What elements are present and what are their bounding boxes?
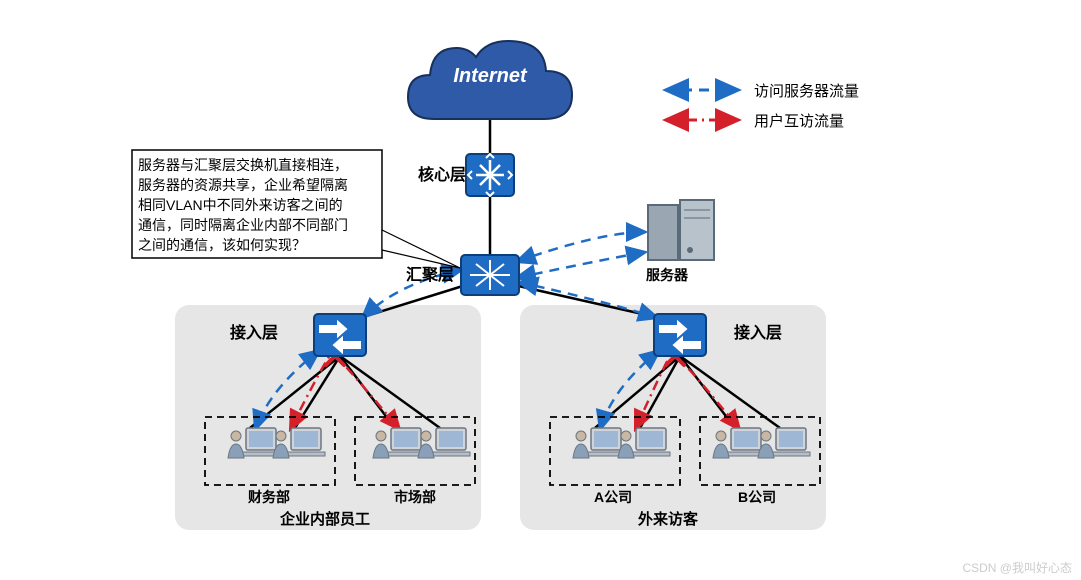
callout-line-4: 之间的通信，该如何实现？ [138, 237, 306, 253]
server-label: 服务器 [646, 267, 689, 283]
access-switch-left-icon [314, 314, 366, 356]
company-b-label: B公司 [738, 489, 776, 505]
internet-cloud: Internet [408, 41, 572, 119]
access-layer-left-label: 接入层 [230, 323, 278, 342]
access-switch-right-icon [654, 314, 706, 356]
server-icon [648, 200, 714, 260]
core-layer-label: 核心层 [418, 165, 466, 184]
legend: 访问服务器流量 用户互访流量 [665, 83, 859, 130]
agg-layer-label: 汇聚层 [406, 266, 454, 284]
callout-box: 服务器与汇聚层交换机直接相连， 服务器的资源共享，企业希望隔离 相同VLAN中不… [132, 150, 460, 268]
callout-line-0: 服务器与汇聚层交换机直接相连， [138, 157, 348, 173]
callout-line-3: 通信，同时隔离企业内部不同部门 [138, 217, 348, 233]
legend-server-traffic: 访问服务器流量 [754, 83, 859, 100]
internal-group-label: 企业内部员工 [279, 510, 370, 528]
network-diagram: Internet [0, 0, 1081, 580]
finance-label: 财务部 [247, 489, 290, 505]
callout-line-1: 服务器的资源共享，企业希望隔离 [138, 177, 348, 193]
company-a-label: A公司 [594, 489, 632, 505]
marketing-label: 市场部 [394, 489, 436, 505]
legend-user-traffic: 用户互访流量 [754, 113, 844, 130]
agg-switch-icon [461, 255, 519, 295]
internet-label: Internet [453, 65, 528, 87]
core-router-icon [466, 154, 514, 196]
visitors-group-label: 外来访客 [637, 510, 699, 528]
access-layer-right-label: 接入层 [734, 323, 782, 342]
watermark: CSDN @我叫好心态 [962, 561, 1072, 575]
callout-line-2: 相同VLAN中不同外来访客之间的 [138, 197, 343, 213]
